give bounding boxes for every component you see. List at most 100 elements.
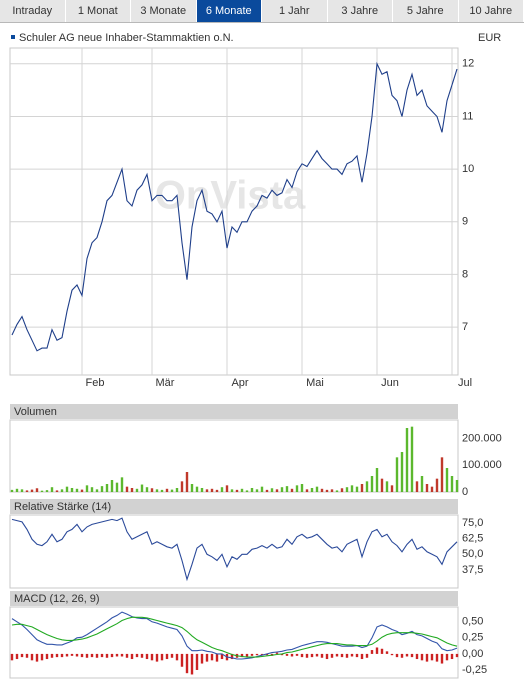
bar: [45, 490, 49, 492]
bar: [225, 485, 229, 492]
bar: [110, 480, 114, 492]
bar: [155, 653, 159, 662]
bar: [30, 653, 34, 661]
bar: [435, 653, 439, 662]
bar: [100, 486, 104, 492]
bar: [370, 476, 374, 492]
tab[interactable]: 5 Jahre: [393, 0, 459, 22]
bar: [415, 481, 419, 492]
y-tick-label: 0,25: [462, 632, 483, 644]
bar: [315, 486, 319, 492]
bar: [140, 653, 144, 658]
line: [11, 616, 458, 658]
bar: [210, 488, 214, 492]
bar: [160, 653, 164, 661]
bar: [420, 476, 424, 492]
bar: [220, 653, 224, 660]
bar: [365, 653, 369, 658]
currency: EUR: [478, 32, 501, 44]
bar: [185, 472, 189, 492]
bar: [90, 487, 94, 492]
bar: [295, 653, 299, 656]
bar: [170, 653, 174, 658]
bar: [275, 652, 279, 654]
bar: [40, 490, 44, 492]
bar: [75, 653, 79, 657]
bar: [365, 481, 369, 492]
bar: [180, 653, 184, 667]
bar: [95, 489, 99, 492]
tab[interactable]: 6 Monate: [196, 0, 262, 22]
bar: [430, 486, 434, 492]
bar: [20, 489, 24, 492]
bar: [195, 486, 199, 492]
tab[interactable]: 3 Jahre: [328, 0, 393, 22]
y-tick-label: 0: [462, 486, 468, 498]
bar: [230, 489, 234, 492]
bar: [325, 653, 329, 660]
bar: [240, 653, 244, 658]
bar: [145, 487, 149, 492]
y-tick-label: 12: [462, 58, 474, 70]
tab-bar: Intraday 1 Monat 3 Monate 6 Monate 1 Jahr 3 J…: [0, 0, 524, 23]
panel-title: Relative Stärke (14): [14, 501, 111, 513]
y-tick-label: 200.000: [462, 433, 502, 445]
bar: [260, 653, 264, 656]
bar: [120, 653, 124, 657]
bar: [375, 468, 379, 492]
bar: [390, 653, 394, 656]
tab[interactable]: 1 Monat: [66, 0, 131, 22]
bar: [425, 484, 429, 492]
tab[interactable]: 3 Monate: [131, 0, 197, 22]
bar: [340, 488, 344, 492]
y-tick-label: 8: [462, 268, 468, 280]
bar: [190, 484, 194, 492]
panel-header: [10, 404, 458, 419]
bar: [220, 487, 224, 492]
bar: [255, 489, 259, 492]
bar: [55, 490, 59, 492]
tab[interactable]: 1 Jahr: [262, 0, 328, 22]
bar: [70, 488, 74, 492]
bar: [105, 484, 109, 492]
bar: [30, 489, 34, 492]
bar: [385, 481, 389, 492]
x-tick-label: Mai: [306, 377, 324, 389]
bar: [25, 653, 29, 658]
bar: [15, 488, 19, 492]
bar: [170, 489, 174, 492]
bar: [335, 490, 339, 492]
bar: [310, 653, 314, 658]
panel-title: MACD (12, 26, 9): [14, 593, 100, 605]
bar: [450, 653, 454, 660]
bar: [370, 650, 374, 654]
bar: [125, 653, 129, 658]
panel-header: [10, 499, 458, 514]
x-tick-label: Apr: [231, 377, 248, 389]
bar: [215, 653, 219, 662]
bar: [165, 653, 169, 660]
bar: [145, 653, 149, 660]
y-tick-label: 0,00: [462, 648, 483, 660]
x-tick-label: Feb: [86, 377, 105, 389]
bar: [200, 488, 204, 492]
bar: [80, 653, 84, 658]
y-tick-label: 50,0: [462, 548, 483, 560]
bar: [270, 488, 274, 492]
bar: [265, 489, 269, 492]
y-tick-label: 0,50: [462, 616, 483, 628]
bar: [455, 653, 459, 658]
bar: [350, 485, 354, 492]
bar: [45, 653, 49, 660]
bar: [35, 653, 39, 662]
bar: [305, 489, 309, 492]
bar: [205, 653, 209, 662]
bar: [380, 648, 384, 654]
bar: [415, 653, 419, 660]
bar: [185, 653, 189, 674]
bar: [350, 653, 354, 657]
watermark: OnVista: [155, 174, 306, 218]
tab[interactable]: Intraday: [0, 0, 66, 22]
y-tick-label: 10: [462, 163, 474, 175]
bar: [195, 653, 199, 670]
